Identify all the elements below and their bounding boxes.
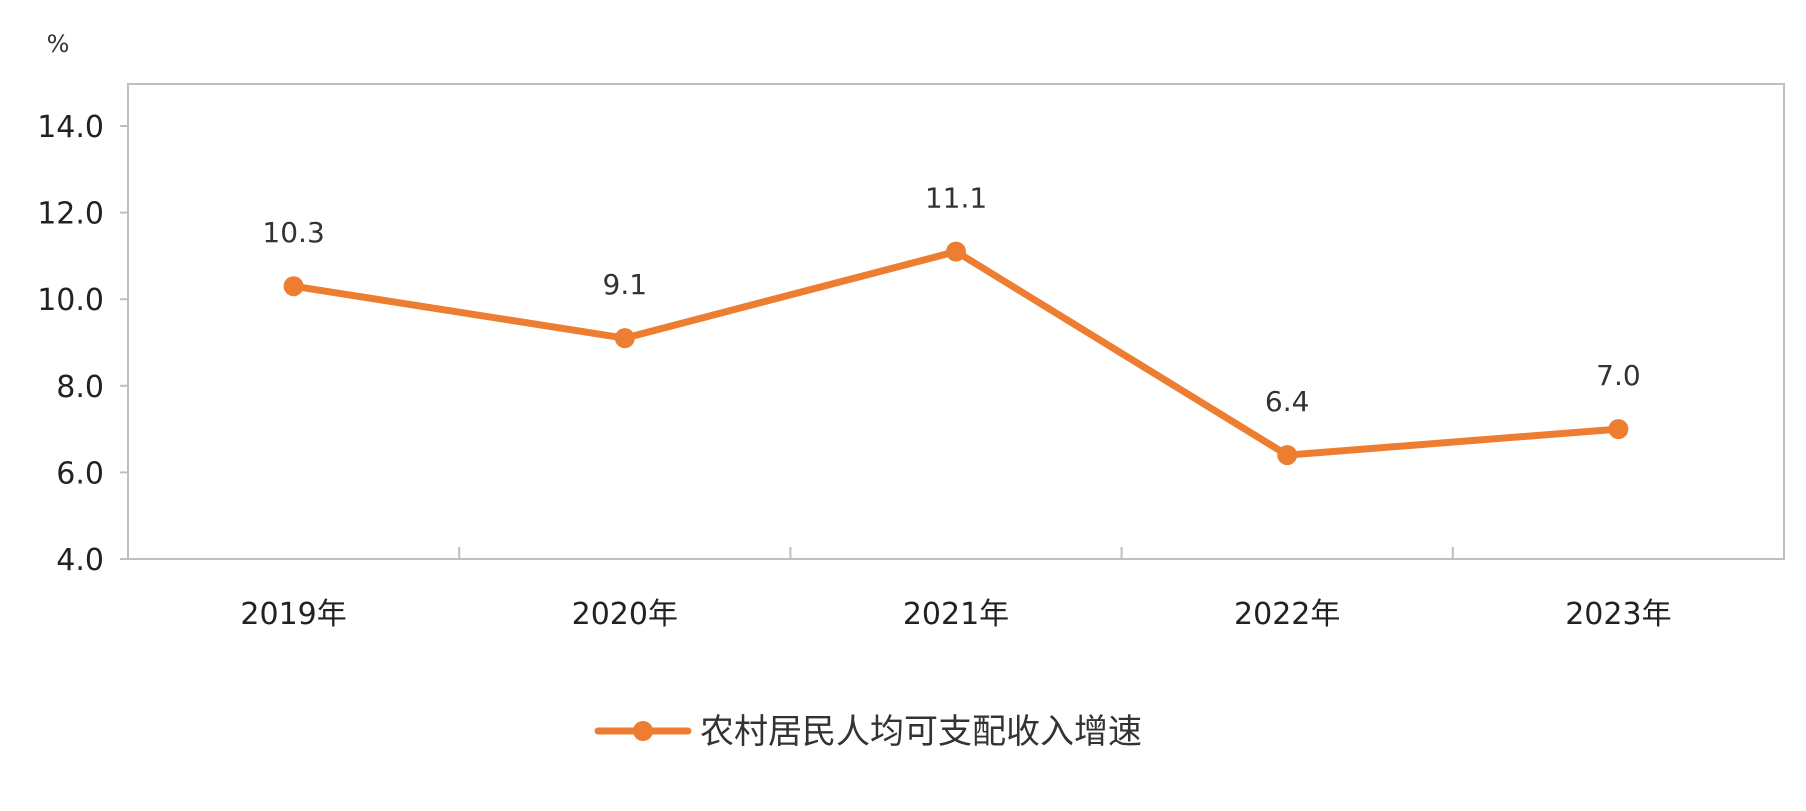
y-unit-label: % <box>47 30 70 58</box>
y-tick-label: 6.0 <box>56 456 104 491</box>
data-point-marker <box>1277 445 1298 466</box>
data-label: 7.0 <box>1596 359 1641 392</box>
y-axis: 4.0 6.0 8.0 10.0 12.0 14.0 <box>37 110 128 578</box>
data-point-marker <box>283 276 304 297</box>
y-tick-label: 14.0 <box>37 110 104 145</box>
data-point-marker <box>946 241 966 262</box>
y-tick-label: 8.0 <box>56 370 104 405</box>
data-label: 10.3 <box>262 216 324 249</box>
x-axis: 2019年 2020年 2021年 2022年 2023年 <box>240 547 1672 632</box>
plot-area-frame <box>127 83 1785 560</box>
x-tick-label: 2022年 <box>1234 597 1340 632</box>
data-label: 11.1 <box>925 182 987 215</box>
x-tick-label: 2021年 <box>903 597 1009 632</box>
data-label: 6.4 <box>1265 385 1310 418</box>
legend-swatch-marker <box>633 721 653 741</box>
data-label: 9.1 <box>603 268 648 301</box>
y-tick-label: 10.0 <box>37 283 104 318</box>
data-point-marker <box>1608 419 1629 440</box>
y-tick-label: 4.0 <box>56 543 104 578</box>
series-layer: 10.3 9.1 11.1 6.4 7.0 <box>262 182 1641 466</box>
legend-label: 农村居民人均可支配收入增速 <box>700 712 1142 752</box>
data-point-marker <box>614 328 635 349</box>
x-tick-label: 2023年 <box>1565 597 1671 632</box>
x-tick-label: 2019年 <box>240 597 346 632</box>
legend: 农村居民人均可支配收入增速 <box>594 712 1142 752</box>
y-tick-label: 12.0 <box>37 197 104 232</box>
x-tick-label: 2020年 <box>572 597 678 632</box>
